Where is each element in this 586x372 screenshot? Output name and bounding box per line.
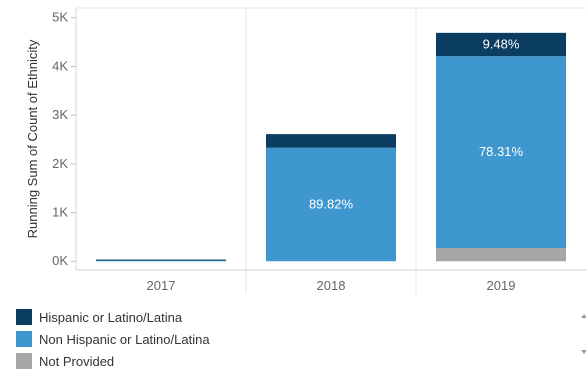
legend-item-hispanic[interactable]: Hispanic or Latino/Latina: [16, 306, 210, 328]
legend-label: Hispanic or Latino/Latina: [39, 309, 183, 325]
y-tick-label: 1K: [52, 205, 68, 220]
legend-label: Not Provided: [39, 353, 115, 369]
y-tick-label: 4K: [52, 58, 68, 73]
x-tick-label: 2019: [487, 278, 516, 293]
legend-swatch: [16, 353, 32, 369]
legend-item-non-hispanic[interactable]: Non Hispanic or Latino/Latina: [16, 328, 210, 350]
data-label: 9.48%: [483, 37, 520, 52]
y-tick-label: 5K: [52, 10, 68, 25]
data-labels: 89.82% 78.31% 9.48%: [309, 37, 524, 212]
legend: Hispanic or Latino/Latina Non Hispanic o…: [16, 306, 210, 372]
y-tick-label: 3K: [52, 107, 68, 122]
x-tick-label: 2018: [317, 278, 346, 293]
data-label: 78.31%: [479, 144, 524, 159]
data-label: 89.82%: [309, 197, 354, 212]
bar-segment: [436, 32, 566, 57]
bar-segment: [436, 248, 566, 262]
bar-segment: [266, 147, 396, 262]
bar-segment: [266, 134, 396, 148]
bar-segment: [96, 260, 226, 262]
stacked-bar-chart: 0K 1K 2K 3K 4K 5K 2017 2018 2019 89.82% 78.31% 9.4…: [25, 7, 586, 294]
legend-label: Non Hispanic or Latino/Latina: [39, 331, 210, 347]
bar-segment: [436, 56, 566, 249]
legend-scrollbar[interactable]: [576, 312, 586, 356]
x-tick-label: 2017: [147, 278, 176, 293]
scroll-up-icon[interactable]: [581, 314, 586, 318]
y-tick-label: 2K: [52, 156, 68, 171]
scroll-down-icon[interactable]: [581, 350, 586, 354]
gridlines: [76, 7, 586, 294]
legend-swatch: [16, 309, 32, 325]
bars: [96, 32, 566, 262]
axes: 0K 1K 2K 3K 4K 5K 2017 2018 2019: [52, 8, 586, 293]
y-axis-label: Running Sum of Count of Ethnicity: [25, 39, 40, 238]
bar-segment: [96, 259, 226, 261]
legend-swatch: [16, 331, 32, 347]
legend-item-not-provided[interactable]: Not Provided: [16, 350, 210, 372]
y-tick-label: 0K: [52, 253, 68, 268]
